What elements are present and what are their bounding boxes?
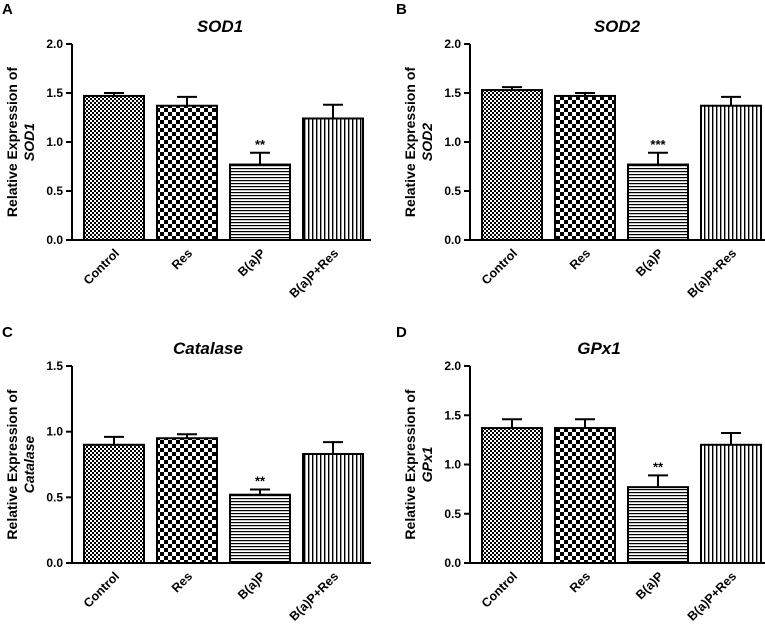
- significance-marker: **: [255, 137, 266, 152]
- y-tick-label: 1.5: [444, 86, 461, 100]
- bar-b-a-p: [229, 493, 291, 564]
- x-tick-label: B(a)P+Res: [685, 246, 739, 300]
- panel-label: D: [396, 324, 407, 341]
- y-tick-label: 1.0: [444, 458, 461, 472]
- bar-b-a-p: [627, 486, 689, 564]
- bar-b-a-p-res: [302, 117, 364, 241]
- y-tick-label: 0.5: [46, 490, 63, 504]
- x-tick-label: B(a)P: [235, 246, 268, 279]
- chart-title: SOD1: [197, 17, 243, 36]
- x-tick-label: B(a)P+Res: [287, 569, 341, 623]
- y-axis-gene-label: SOD2: [419, 123, 435, 161]
- y-tick-label: 1.5: [46, 359, 63, 373]
- bar-res: [156, 104, 218, 241]
- bar-b-a-p: [627, 163, 689, 241]
- y-tick-label: 0.5: [444, 507, 461, 521]
- significance-marker: ***: [650, 137, 666, 152]
- y-tick-label: 2.0: [444, 359, 461, 373]
- bar-control: [481, 89, 543, 241]
- x-tick-label: B(a)P: [633, 246, 666, 279]
- bar-b-a-p: [229, 163, 291, 241]
- x-tick-label: B(a)P: [633, 569, 666, 602]
- x-tick-label: Res: [567, 569, 593, 595]
- y-tick-label: 0.0: [444, 233, 461, 247]
- bar-res: [554, 427, 616, 564]
- y-tick-label: 0.0: [444, 556, 461, 570]
- y-tick-label: 1.0: [46, 135, 63, 149]
- y-tick-label: 2.0: [444, 37, 461, 51]
- chart-title: Catalase: [173, 339, 243, 358]
- x-tick-label: Control: [81, 246, 122, 287]
- y-axis-label: Relative Expression of: [402, 67, 418, 218]
- panel-label: C: [2, 324, 13, 341]
- y-tick-label: 1.0: [444, 135, 461, 149]
- y-tick-label: 0.5: [444, 184, 461, 198]
- bar-b-a-p-res: [700, 443, 762, 564]
- bar-res: [156, 437, 218, 565]
- x-tick-label: B(a)P: [235, 569, 268, 602]
- x-tick-label: B(a)P+Res: [287, 246, 341, 300]
- x-tick-label: Control: [81, 569, 122, 610]
- y-tick-label: 1.5: [46, 86, 63, 100]
- panel-label: A: [2, 1, 13, 18]
- x-tick-label: B(a)P+Res: [685, 569, 739, 623]
- bar-res: [554, 94, 616, 241]
- y-tick-label: 1.0: [46, 425, 63, 439]
- y-tick-label: 0.5: [46, 184, 63, 198]
- y-tick-label: 2.0: [46, 37, 63, 51]
- x-tick-label: Res: [169, 246, 195, 272]
- significance-marker: **: [653, 459, 664, 474]
- y-axis-gene-label: Catalase: [21, 435, 37, 493]
- y-tick-label: 1.5: [444, 408, 461, 422]
- chart-title: GPx1: [577, 339, 620, 358]
- x-tick-label: Res: [567, 246, 593, 272]
- y-axis-gene-label: GPx1: [419, 446, 435, 482]
- bar-control: [481, 427, 543, 564]
- bar-b-a-p-res: [302, 452, 364, 565]
- chart-title: SOD2: [594, 17, 641, 36]
- bar-control: [83, 94, 145, 241]
- bar-b-a-p-res: [700, 104, 762, 241]
- y-axis-label: Relative Expression of: [4, 389, 20, 540]
- x-tick-label: Control: [479, 246, 520, 287]
- y-axis-gene-label: SOD1: [21, 123, 37, 161]
- panel-label: B: [396, 1, 407, 18]
- y-tick-label: 0.0: [46, 233, 63, 247]
- significance-marker: **: [255, 473, 266, 488]
- x-tick-label: Control: [479, 569, 520, 610]
- x-tick-label: Res: [169, 569, 195, 595]
- bar-control: [83, 443, 145, 564]
- y-tick-label: 0.0: [46, 556, 63, 570]
- y-axis-label: Relative Expression of: [402, 389, 418, 540]
- y-axis-label: Relative Expression of: [4, 67, 20, 218]
